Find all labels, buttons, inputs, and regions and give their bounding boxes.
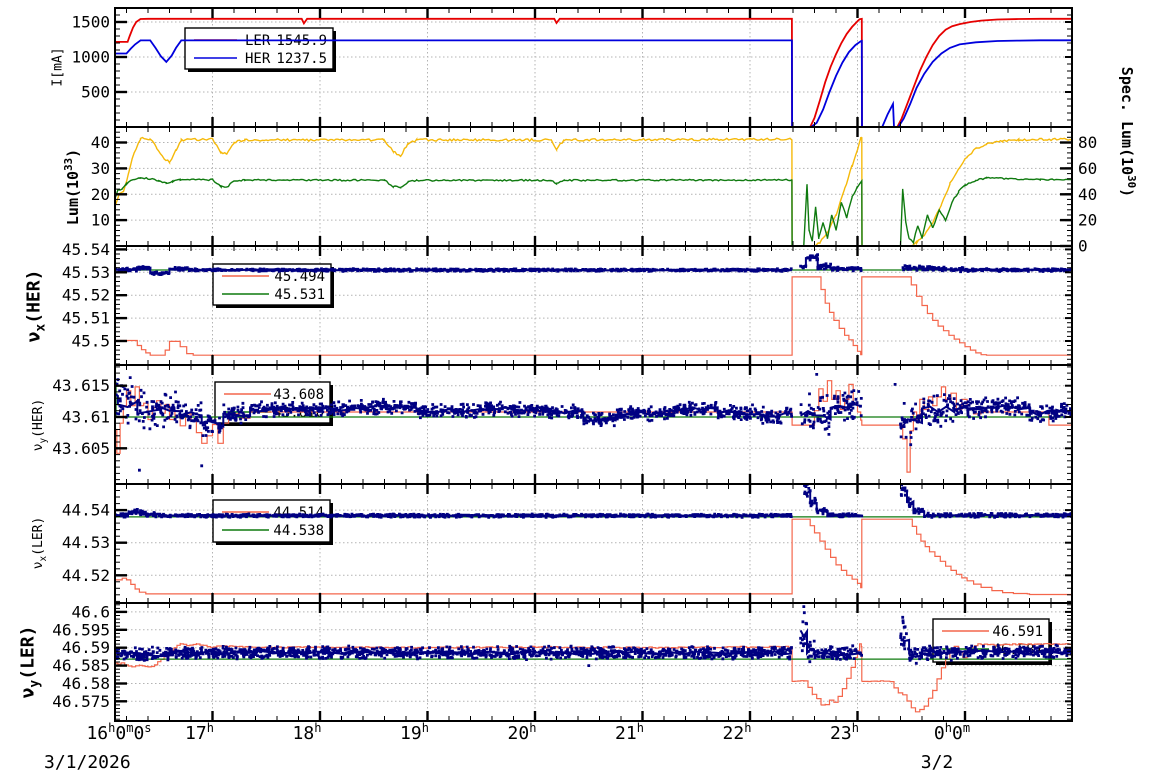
panel-nux-her-grid — [115, 246, 1072, 365]
series-her-current — [115, 39, 1072, 127]
y-tick-label-right: 80 — [1078, 133, 1097, 152]
ylabel-luminosity: Lum(1033) — [62, 148, 82, 226]
panel-nux-ler-tick-labels: 44.52 44.53 44.54 — [62, 501, 110, 585]
y-tick-label: 40 — [91, 133, 110, 152]
y-tick-label: 43.605 — [52, 439, 110, 458]
series-specific-luminosity — [115, 176, 1072, 246]
panel-nuy-ler-frame — [114, 602, 1073, 722]
series-nux-her-measured — [115, 253, 1072, 276]
legend-value: 46.591 — [992, 624, 1043, 640]
y-tick-label: 43.615 — [52, 376, 110, 395]
legend-value: 44.538 — [273, 523, 324, 539]
legend-series-name: HER — [245, 51, 271, 67]
y-tick-label: 44.52 — [62, 566, 110, 585]
series-nux-ler-setting — [115, 518, 1072, 596]
y-tick-label: 45.5 — [71, 332, 110, 351]
y-tick-label: 43.61 — [62, 408, 110, 427]
series-nux-her-setting — [115, 276, 1072, 356]
y-tick-label: 45.54 — [62, 240, 110, 259]
x-tick-label: 23h — [830, 721, 859, 744]
panel-luminosity-frame — [114, 126, 1073, 248]
y-tick-label: 46.58 — [62, 674, 110, 693]
ylabel-nux-her: νx(HER) — [23, 269, 49, 343]
date-start: 3/1/2026 — [44, 752, 131, 773]
panel-luminosity-tick-labels: 10 20 30 40 0 20 40 60 80 — [91, 133, 1098, 256]
y-tick-label-right: 0 — [1078, 237, 1088, 256]
series-ler-current — [115, 17, 1072, 127]
x-tick-label: 0h0m — [933, 721, 971, 744]
legend-value: 1237.5 — [276, 51, 327, 67]
series-nuy-ler-measured — [115, 605, 1072, 667]
ylabel-spec-lum: Spec. Lum(1030) — [1118, 66, 1138, 198]
y-tick-label: 46.595 — [52, 620, 110, 639]
y-tick-label: 46.585 — [52, 656, 110, 675]
y-tick-label-right: 60 — [1078, 159, 1097, 178]
panel-nuy-her-tick-labels: 43.605 43.61 43.615 — [52, 376, 110, 458]
y-tick-label: 46.575 — [52, 692, 110, 711]
panel-nuy-ler-grid — [115, 603, 1072, 721]
x-tick-label: 21h — [615, 721, 644, 744]
x-tick-label: 17h — [185, 721, 214, 744]
y-tick-label: 45.51 — [62, 309, 110, 328]
series-nux-ler-measured — [115, 484, 1072, 519]
y-tick-label: 46.6 — [71, 602, 110, 621]
series-luminosity — [115, 136, 1072, 246]
y-tick-label: 1000 — [71, 48, 110, 67]
ylabel-nuy-ler: νy(LER) — [17, 625, 43, 699]
panel-nux-her-series — [115, 253, 1072, 356]
ylabel-nuy-her: νy(HER) — [31, 398, 49, 452]
y-tick-label: 45.53 — [62, 263, 110, 282]
legend-value: 45.494 — [274, 269, 325, 285]
panel-nuy-ler-series — [115, 605, 1072, 713]
x-tick-label: 20h — [507, 721, 537, 744]
y-tick-label-right: 40 — [1078, 185, 1097, 204]
x-tick-label: 16h0m0s — [86, 721, 152, 744]
panel-nux-ler-series — [115, 484, 1072, 596]
y-tick-label-right: 20 — [1078, 211, 1097, 230]
y-tick-label: 500 — [81, 83, 110, 102]
y-tick-label: 20 — [91, 185, 110, 204]
panel-luminosity-grid — [115, 127, 1072, 246]
legend-value: 43.608 — [273, 387, 324, 403]
panel-current-tick-labels: 500 1000 1500 — [71, 13, 110, 102]
x-tick-label: 18h — [292, 721, 322, 744]
panel-nux-her-tick-labels: 45.5 45.51 45.52 45.53 45.54 — [62, 240, 110, 351]
y-tick-label: 44.54 — [62, 501, 110, 520]
ylabel-nux-ler: νx(LER) — [31, 516, 49, 570]
y-tick-label: 30 — [91, 159, 110, 178]
x-tick-label: 19h — [400, 721, 429, 744]
panel-luminosity-series — [115, 136, 1072, 246]
date-next: 3/2 — [920, 752, 954, 773]
legend-value: 45.531 — [274, 287, 325, 303]
y-tick-label: 46.59 — [62, 638, 110, 657]
panel-current-series — [115, 17, 1072, 127]
ylabel-current: I[mA] — [50, 47, 66, 87]
y-tick-label: 1500 — [71, 13, 110, 32]
y-tick-label: 45.52 — [62, 286, 110, 305]
y-tick-label: 44.53 — [62, 533, 110, 552]
x-tick-label: 22h — [722, 721, 752, 744]
series-nuy-her-measured — [115, 373, 1072, 472]
y-tick-label: 10 — [91, 211, 110, 230]
